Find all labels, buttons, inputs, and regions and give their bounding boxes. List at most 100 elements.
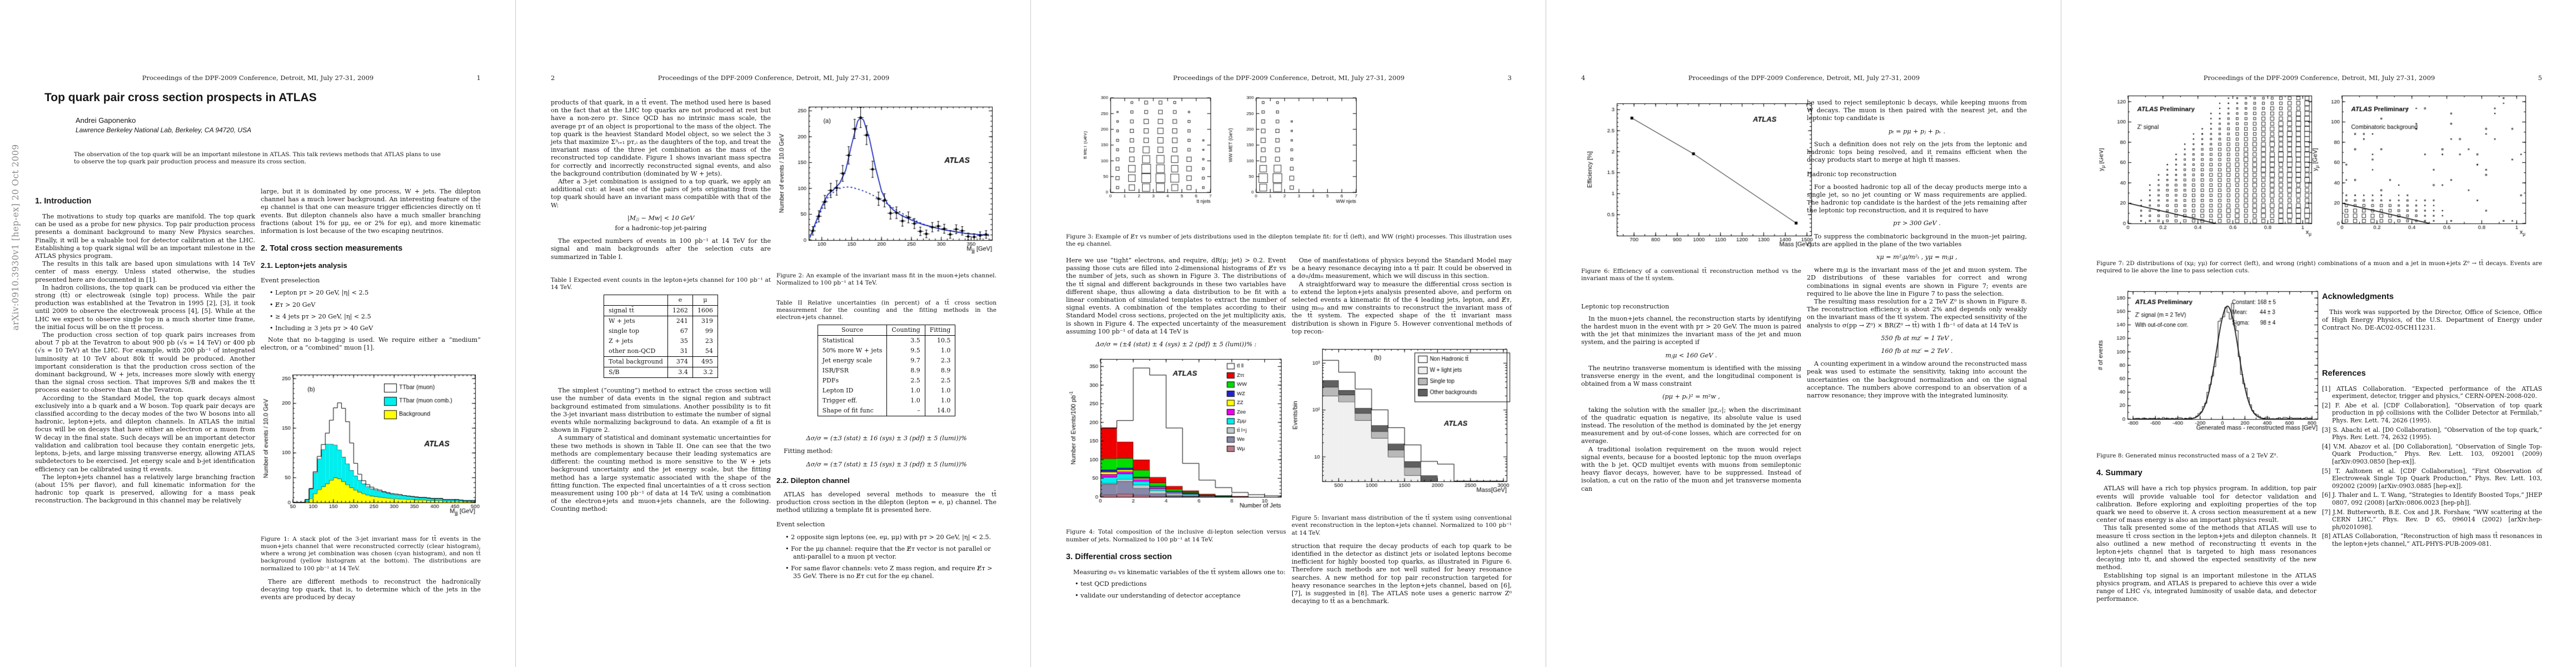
- block-table: e μ signal tt̄ 1262 1606 W + jets 241 319 single…: [551, 295, 771, 379]
- table-cell: 23: [692, 336, 718, 347]
- block-p: Note that no b-tagging is used. We requi…: [261, 336, 481, 352]
- block-h1: 2. Total cross section measurements: [261, 244, 403, 253]
- page-number: 3: [1507, 74, 1512, 82]
- table-cell: 1.0: [924, 346, 955, 356]
- table-row: PDFs 2.5 2.5: [818, 376, 955, 386]
- block-capt: Figure 1: A stack plot of the 3-jet inva…: [261, 535, 481, 572]
- column-left: Figure 8: Generated minus reconstructed …: [2096, 283, 2330, 603]
- table-t1: e μ signal tt̄ 1262 1606 W + jets 241 319 single…: [604, 295, 718, 379]
- page-4: 4 Proceedings of the DPF-2009 Conference…: [1546, 0, 2061, 667]
- block-eq: pₜ = pμ + pⱼ + pᵥ .: [1888, 127, 1946, 135]
- table-cell: 31: [667, 346, 693, 357]
- block-sub: Event preselection: [261, 277, 320, 285]
- table-cell: 67: [667, 326, 693, 337]
- block-li: • validate our understanding of detector…: [1075, 592, 1240, 600]
- page-number: 1: [476, 74, 481, 82]
- block-p: Measuring σₜₜ vs kinematic variables of …: [1073, 568, 1285, 576]
- block-eq: (pμ + pᵥ)² = m²ᴡ ,: [1662, 393, 1720, 401]
- table-row: 50% more W + jets 9.5 1.0: [818, 346, 955, 356]
- table-cell: Jet energy scale: [822, 357, 872, 365]
- block-p: The expected numbers of events in 100 pb…: [551, 237, 771, 261]
- block-p: To suppress the combinatoric background …: [1807, 232, 2027, 248]
- figure-canvas-fig8: [2096, 285, 2330, 447]
- block-p: ATLAS will have a rich top physics progr…: [2096, 485, 2316, 524]
- header-proceedings: Proceedings of the DPF-2009 Conference, …: [657, 74, 890, 82]
- column-right: be used to reject semileptonic b decays,…: [1807, 99, 2027, 400]
- block-table: Source Counting Fitting Statistical 3.5 10.5 5…: [776, 325, 996, 417]
- block-capt: Figure 4: Total composition of the inclu…: [1066, 529, 1286, 543]
- block-sub: Hadronic top reconstruction: [1807, 171, 1897, 178]
- table-cell: 374: [667, 356, 693, 367]
- table-header-cell: Fitting: [924, 325, 955, 336]
- header-proceedings: Proceedings of the DPF-2009 Conference, …: [1688, 74, 1920, 82]
- figure-canvas-fig4: [1066, 354, 1291, 524]
- column-left: Here we use “tight” electrons, and requi…: [1066, 257, 1291, 604]
- table-cell: 319: [692, 316, 718, 327]
- block-h1: 1. Introduction: [35, 197, 92, 206]
- block-p: A straightforward way to measure the dif…: [1292, 280, 1512, 335]
- column-left: products of that quark, in a tt̄ event. …: [551, 99, 771, 514]
- block-h1: 3. Differential cross section: [1066, 552, 1172, 561]
- figure-canvas-fig1: [261, 367, 485, 530]
- header-proceedings: Proceedings of the DPF-2009 Conference, …: [2203, 74, 2435, 82]
- table-cell: –: [886, 406, 925, 416]
- table-cell: 9.7: [886, 356, 925, 366]
- table-cell: W + jets: [604, 316, 668, 327]
- table-header-cell: μ: [692, 295, 718, 306]
- table-header-cell: Counting: [886, 325, 925, 336]
- figure-canvas-fig6: [1581, 96, 1820, 262]
- block-p: For a boosted hadronic top all of the de…: [1807, 183, 2027, 215]
- table-cell: 99: [692, 326, 718, 337]
- block-p: According to the Standard Model, the top…: [35, 394, 255, 473]
- arxiv-sidebar-label: arXiv:0910.3930v1 [hep-ex] 20 Oct 2009: [11, 144, 21, 331]
- block-pc: products of that quark, in a tt̄ event. …: [551, 99, 771, 177]
- table-row: single top 67 99: [604, 326, 718, 337]
- block-p: One of manifestations of physics beyond …: [1292, 257, 1512, 280]
- table-cell: single top: [609, 327, 640, 335]
- block-ref: [7] J.M. Butterworth, B.E. Cox and J.R. …: [2322, 508, 2542, 531]
- block-li: • For the μμ channel: require that the E…: [785, 545, 991, 561]
- table-cell: ISR/FSR: [822, 367, 849, 375]
- table-t2: Source Counting Fitting Statistical 3.5 10.5 5…: [817, 325, 956, 417]
- block-p: After a 3-jet combination is assigned to…: [551, 178, 771, 209]
- table-row: Z + jets 35 23: [604, 336, 718, 347]
- page-header: Proceedings of the DPF-2009 Conference, …: [35, 74, 481, 82]
- table-row: ISR/FSR 8.9 8.9: [818, 366, 955, 376]
- table-cell: 2.3: [924, 356, 955, 366]
- page-2: 2 Proceedings of the DPF-2009 Conference…: [515, 0, 1030, 667]
- table-cell: S/B: [604, 367, 668, 378]
- block-p: Such a definition does not rely on the j…: [1807, 140, 2027, 164]
- block-eq: Δσ/σ = (±4 (stat) ± 4 (sys) ± 2 (pdf) ± …: [1095, 341, 1257, 349]
- table-cell: 1.0: [886, 396, 925, 406]
- column-left: 1. Introduction The motivations to study …: [35, 188, 255, 505]
- table-row: Statistical 3.5 10.5: [818, 335, 955, 346]
- block-eq: Δσ/σ = (±7 (stat) ± 15 (sys) ± 3 (pdf) ±…: [806, 460, 967, 468]
- header-proceedings: Proceedings of the DPF-2009 Conference, …: [142, 74, 374, 82]
- block-p: where mⱼμ is the invariant mass of the j…: [1807, 266, 2027, 297]
- page-5: Proceedings of the DPF-2009 Conference, …: [2061, 0, 2576, 667]
- block-p: Establishing top signal is an important …: [2096, 571, 2316, 603]
- block-p: The neutrino transverse momentum is iden…: [1581, 364, 1801, 388]
- block-p: This work was supported by the Director,…: [2322, 308, 2542, 332]
- table-cell: 10.5: [924, 335, 955, 346]
- column-left: Figure 6: Efficiency of a conventional t…: [1581, 94, 1820, 493]
- block-capt: Figure 8: Generated minus reconstructed …: [2096, 452, 2278, 460]
- figure-7-caption: Figure 7: 2D distributions of (xμ; yμ) f…: [2096, 260, 2542, 275]
- page-header: 4 Proceedings of the DPF-2009 Conference…: [1581, 74, 2027, 82]
- page-1: arXiv:0910.3930v1 [hep-ex] 20 Oct 2009 P…: [0, 0, 515, 667]
- block-eq: 550 fb at mᴢ′ = 1 TeV ,: [1881, 334, 1953, 342]
- paper-title: Top quark pair cross section prospects i…: [44, 91, 317, 104]
- block-fig: [1581, 96, 1820, 265]
- block-capt: Figure 2: An example of the invariant ma…: [776, 272, 996, 287]
- block-li: • 2 opposite sign leptons (ee, eμ, μμ) w…: [785, 533, 991, 541]
- table-row: S/B 3.4 3.2: [604, 367, 718, 378]
- block-eq: 160 fb at mᴢ′ = 2 TeV .: [1881, 347, 1953, 355]
- block-pc: Here we use “tight” electrons, and requi…: [1066, 257, 1286, 335]
- block-gap: [776, 293, 996, 296]
- block-ref: [6] J. Thaler and L. T. Wang, “Strategie…: [2322, 491, 2542, 506]
- figure-3-canvas: [1084, 90, 1373, 229]
- table-cell: Lepton ID: [822, 387, 854, 395]
- table-cell: other non-QCD: [609, 347, 656, 355]
- page-header: 2 Proceedings of the DPF-2009 Conference…: [551, 74, 996, 82]
- block-gap: [551, 261, 771, 273]
